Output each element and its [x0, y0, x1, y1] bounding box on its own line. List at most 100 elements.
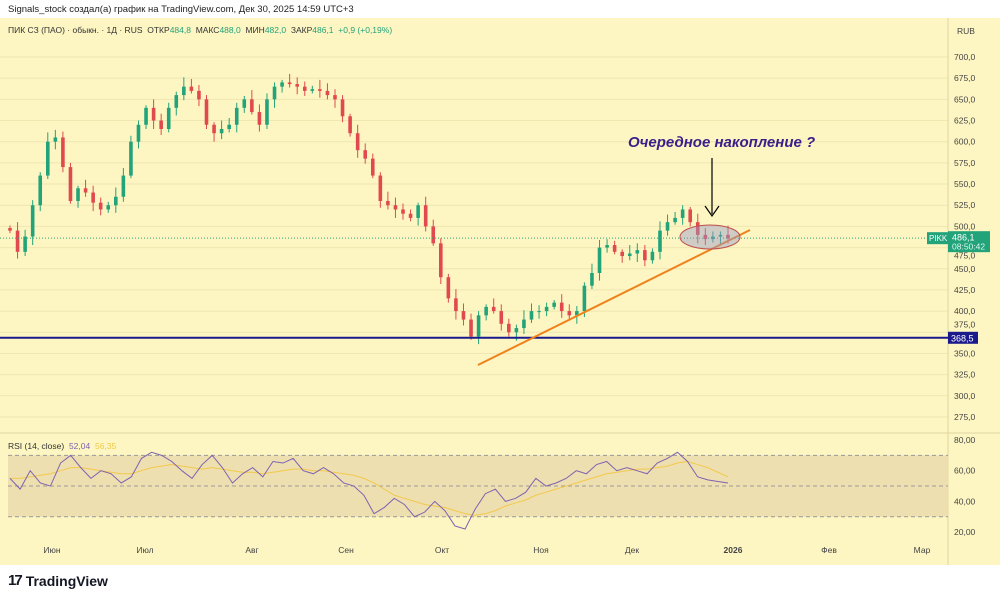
rsi-ma-line	[10, 460, 729, 516]
last-price-label-bg	[948, 231, 990, 253]
candle-body	[182, 86, 186, 96]
candle-body	[83, 188, 88, 193]
candle-body	[159, 120, 163, 129]
rsi-legend: RSI (14, close) 52,04 56,35	[8, 441, 116, 451]
candle-body	[333, 95, 337, 100]
candle-body	[121, 175, 126, 197]
candle-body	[499, 311, 504, 324]
candle-body	[386, 200, 390, 206]
candle-body	[166, 107, 171, 129]
candle-body	[68, 167, 73, 201]
price-tick-label: 450,0	[954, 264, 976, 274]
candle-body	[212, 124, 216, 134]
chart-caption: Signals_stock создал(а) график на Tradin…	[8, 4, 354, 15]
symbol-legend: ПИК СЗ (ПАО) · обыкн. · 1Д · RUS ОТКР484…	[8, 25, 392, 35]
candle-body	[491, 306, 496, 312]
candle-body	[423, 205, 428, 227]
candle-body	[325, 90, 330, 96]
candle-body	[476, 315, 481, 337]
candle-body	[38, 175, 43, 206]
candle-body	[370, 158, 375, 176]
time-label: Июл	[136, 545, 153, 555]
price-tick-label: 550,0	[954, 179, 976, 189]
rsi-tick-label: 40,00	[954, 496, 976, 506]
rsi-ma-value: 56,35	[94, 441, 117, 451]
candle-body	[726, 234, 730, 239]
currency-label: RUB	[957, 26, 975, 36]
footer-brand: TradingView	[25, 572, 108, 589]
candle-body	[45, 141, 50, 176]
candle-body	[718, 234, 723, 237]
candle-body	[484, 306, 488, 316]
candle-body	[287, 82, 292, 85]
candle-body	[265, 99, 269, 125]
time-label: Сен	[338, 545, 354, 555]
candle-body	[665, 222, 670, 231]
price-tick-label: 525,0	[954, 200, 976, 210]
symbol-name: ПИК СЗ (ПАО) · обыкн. · 1Д · RUS	[8, 25, 143, 35]
candle-body	[129, 141, 133, 176]
price-tick-label: 600,0	[954, 137, 976, 147]
price-tick-label: 275,0	[954, 412, 976, 422]
candle-body	[469, 319, 473, 337]
price-tick-label: 325,0	[954, 370, 976, 380]
price-tick-label: 650,0	[954, 94, 976, 104]
time-label: Дек	[625, 545, 639, 555]
candle-body	[53, 137, 58, 142]
candle-body	[711, 236, 715, 240]
candle-body	[76, 188, 80, 201]
candle-body	[567, 311, 572, 316]
high-value: 488,0	[219, 25, 241, 35]
price-tick-label: 375,0	[954, 319, 976, 329]
candle-body	[529, 311, 534, 320]
candle-body	[605, 245, 609, 248]
tradingview-logo[interactable]: 17 TradingView	[8, 572, 108, 589]
candle-body	[544, 306, 549, 312]
price-tick-label: 575,0	[954, 158, 976, 168]
candle-body	[688, 209, 693, 223]
candle-body	[680, 209, 685, 218]
low-value: 482,0	[264, 25, 287, 35]
candle-body	[114, 196, 118, 206]
candle-body	[650, 251, 655, 261]
change-value: +0,9 (+0,19%)	[338, 25, 393, 35]
time-label: Мар	[914, 545, 931, 555]
candle-body	[559, 302, 564, 312]
candle-body	[15, 230, 20, 252]
candle-body	[227, 124, 231, 129]
rsi-line	[9, 451, 729, 530]
candle-body	[151, 107, 156, 121]
candle-body	[552, 302, 556, 307]
level-label: 368,5	[951, 333, 974, 343]
candle-body	[348, 116, 352, 134]
time-label: Окт	[435, 545, 449, 555]
accumulation-ellipse	[679, 224, 741, 250]
candle-body	[537, 311, 541, 313]
time-label: Фев	[821, 545, 837, 555]
candle-body	[507, 323, 511, 333]
price-tick-label: 425,0	[954, 285, 976, 295]
candle-body	[408, 213, 413, 218]
candle-body	[461, 311, 466, 320]
time-label: Авг	[245, 545, 258, 555]
candle-body	[295, 84, 299, 87]
candle-body	[378, 175, 383, 201]
candle-body	[61, 137, 65, 168]
candle-body	[446, 277, 451, 299]
open-label: ОТКР	[147, 25, 170, 35]
price-tick-label: 625,0	[954, 116, 976, 126]
candle-body	[144, 107, 148, 125]
rsi-name: RSI (14, close)	[8, 441, 65, 451]
candle-body	[310, 89, 315, 91]
candle-body	[136, 124, 141, 142]
close-value: 486,1	[312, 25, 334, 35]
candle-body	[703, 234, 708, 240]
candle-body	[318, 89, 322, 91]
countdown-label: 08:50:42	[952, 242, 985, 252]
candle-body	[363, 150, 368, 159]
candle-body	[302, 86, 307, 91]
time-label: 2026	[724, 545, 743, 555]
candle-body	[393, 205, 398, 210]
trend-line	[477, 229, 751, 366]
